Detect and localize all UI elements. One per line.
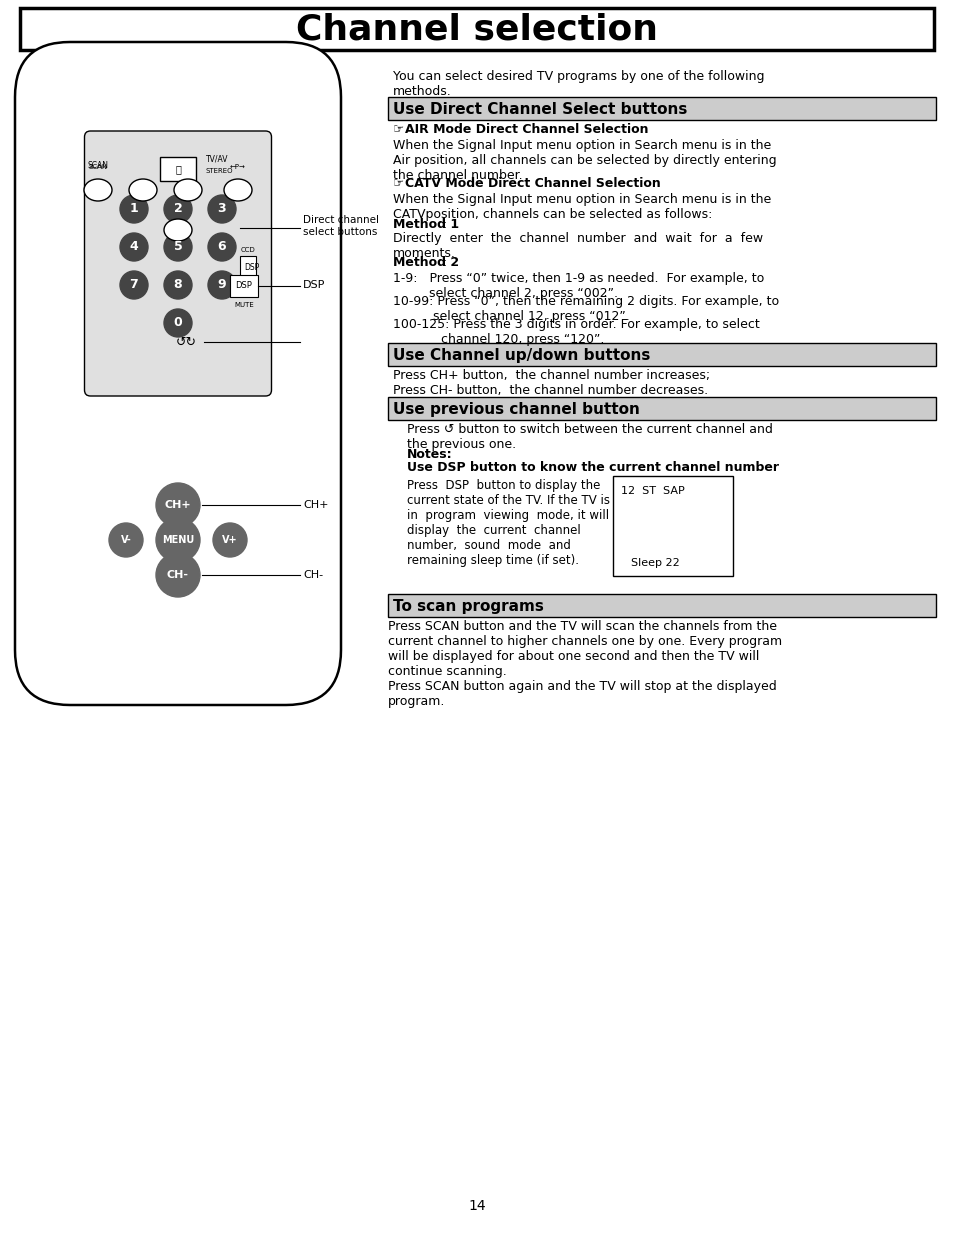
Text: Directly  enter  the  channel  number  and  wait  for  a  few
moments.: Directly enter the channel number and wa… [393, 232, 762, 261]
Circle shape [164, 270, 192, 299]
Text: You can select desired TV programs by one of the following
methods.: You can select desired TV programs by on… [393, 70, 763, 98]
Text: To scan programs: To scan programs [393, 599, 543, 614]
Text: 3: 3 [217, 203, 226, 215]
Text: 7: 7 [130, 279, 138, 291]
Text: CH+: CH+ [303, 500, 328, 510]
Text: V+: V+ [222, 535, 237, 545]
Bar [613, 475, 732, 576]
Ellipse shape [129, 179, 157, 201]
Text: 0: 0 [173, 316, 182, 330]
Text: Press CH+ button,  the channel number increases;
Press CH- button,  the channel : Press CH+ button, the channel number inc… [393, 369, 709, 396]
Bar [388, 98, 935, 120]
Circle shape [213, 522, 247, 557]
Bar [388, 396, 935, 420]
Text: 14: 14 [468, 1199, 485, 1213]
Ellipse shape [173, 179, 202, 201]
Ellipse shape [224, 179, 252, 201]
Text: 4: 4 [130, 241, 138, 253]
Text: CH-: CH- [303, 571, 323, 580]
Text: Press SCAN button and the TV will scan the channels from the
current channel to : Press SCAN button and the TV will scan t… [388, 620, 781, 678]
Bar [388, 343, 935, 366]
Circle shape [208, 195, 235, 224]
Circle shape [208, 270, 235, 299]
Circle shape [156, 517, 200, 562]
Text: 6: 6 [217, 241, 226, 253]
Circle shape [156, 553, 200, 597]
Text: 1-9:   Press “0” twice, then 1-9 as needed.  For example, to
         select cha: 1-9: Press “0” twice, then 1-9 as needed… [393, 272, 763, 300]
Ellipse shape [84, 179, 112, 201]
Bar [160, 157, 195, 182]
Text: CH+: CH+ [165, 500, 192, 510]
Text: Use DSP button to know the current channel number: Use DSP button to know the current chann… [407, 461, 779, 474]
Text: ←P→: ←P→ [230, 164, 246, 170]
Text: Direct channel
select buttons: Direct channel select buttons [303, 215, 378, 237]
Text: Channel selection: Channel selection [295, 12, 658, 46]
Text: CATV Mode Direct Channel Selection: CATV Mode Direct Channel Selection [405, 177, 660, 190]
Text: Sleep 22: Sleep 22 [630, 558, 679, 568]
Text: 10-99: Press “0”, then the remaining 2 digits. For example, to
          select : 10-99: Press “0”, then the remaining 2 d… [393, 295, 779, 324]
Text: MENU: MENU [162, 535, 193, 545]
Circle shape [156, 483, 200, 527]
Text: STEREO: STEREO [206, 168, 233, 174]
Text: :: : [442, 219, 447, 231]
Circle shape [164, 195, 192, 224]
FancyBboxPatch shape [85, 131, 272, 396]
Text: SCAN: SCAN [88, 161, 109, 170]
Text: 2: 2 [173, 203, 182, 215]
Text: CH-: CH- [167, 571, 189, 580]
Bar [388, 594, 935, 618]
Text: DSP: DSP [235, 282, 253, 290]
Text: 5: 5 [173, 241, 182, 253]
Circle shape [120, 270, 148, 299]
Text: TV/AV: TV/AV [206, 154, 229, 163]
Text: Method 2: Method 2 [393, 256, 458, 269]
Text: DSP: DSP [244, 263, 259, 272]
Circle shape [109, 522, 143, 557]
Text: DSP: DSP [303, 280, 325, 290]
Text: V-: V- [120, 535, 132, 545]
Text: ↺↻: ↺↻ [175, 336, 196, 348]
Text: When the Signal Input menu option in Search menu is in the
CATVposition, channel: When the Signal Input menu option in Sea… [393, 193, 770, 221]
Circle shape [120, 195, 148, 224]
Circle shape [164, 233, 192, 261]
Text: ☞: ☞ [393, 177, 404, 190]
Text: Press SCAN button again and the TV will stop at the displayed
program.: Press SCAN button again and the TV will … [388, 680, 776, 708]
Text: 8: 8 [173, 279, 182, 291]
Text: Method 1: Method 1 [393, 219, 458, 231]
Ellipse shape [164, 219, 192, 241]
Bar [240, 256, 255, 278]
Circle shape [164, 309, 192, 337]
Text: MUTE: MUTE [233, 303, 253, 308]
Text: Use previous channel button: Use previous channel button [393, 403, 639, 417]
FancyBboxPatch shape [15, 42, 340, 705]
Text: Press ↺ button to switch between the current channel and
the previous one.: Press ↺ button to switch between the cur… [407, 424, 772, 451]
Text: CCD: CCD [240, 247, 255, 253]
Text: 9: 9 [217, 279, 226, 291]
Bar [20, 7, 933, 49]
Text: ☞: ☞ [393, 124, 404, 136]
Circle shape [208, 233, 235, 261]
Text: ⏻: ⏻ [175, 164, 181, 174]
Text: 12  ST  SAP: 12 ST SAP [620, 487, 684, 496]
Circle shape [120, 233, 148, 261]
Text: :: : [442, 256, 447, 269]
Text: Use Channel up/down buttons: Use Channel up/down buttons [393, 348, 650, 363]
Text: When the Signal Input menu option in Search menu is in the
Air position, all cha: When the Signal Input menu option in Sea… [393, 140, 776, 182]
Text: 1: 1 [130, 203, 138, 215]
Text: Notes:: Notes: [407, 448, 452, 461]
Bar [230, 275, 257, 296]
Text: SCAN: SCAN [89, 164, 108, 170]
Text: AIR Mode Direct Channel Selection: AIR Mode Direct Channel Selection [405, 124, 648, 136]
Text: Press  DSP  button to display the
current state of the TV. If the TV is
in  prog: Press DSP button to display the current … [407, 479, 609, 567]
Text: 100-125: Press the 3 digits in order. For example, to select
            channel: 100-125: Press the 3 digits in order. Fo… [393, 317, 759, 346]
Text: Use Direct Channel Select buttons: Use Direct Channel Select buttons [393, 103, 687, 117]
